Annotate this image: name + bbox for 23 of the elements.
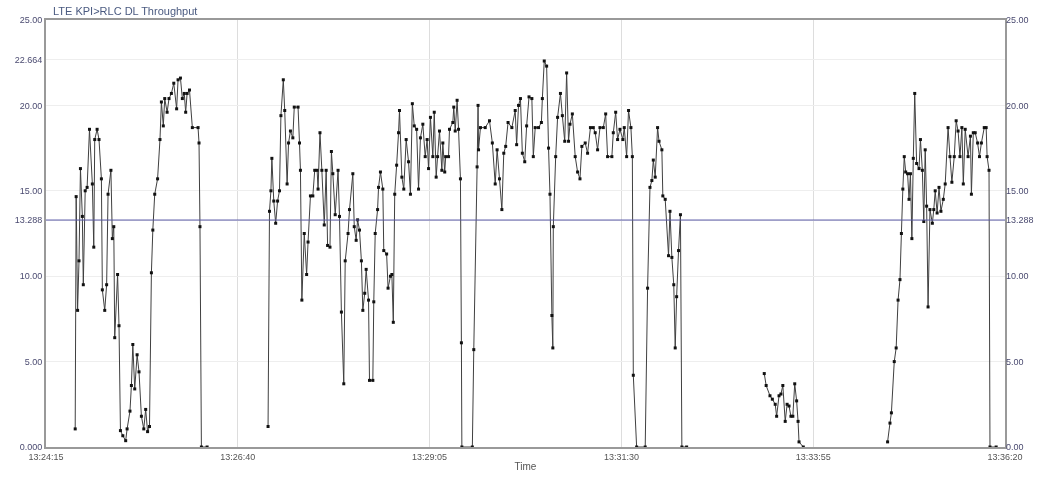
x-tick-label: 13:29:05 [412, 451, 448, 462]
y-tick-label: 20.00 [19, 100, 43, 111]
y2-tick-label: 5.00 [1006, 356, 1024, 367]
y2-tick-label: 20.00 [1006, 100, 1029, 111]
chart-title: LTE KPI>RLC DL Throughput [53, 5, 198, 17]
y2-tick-label: 10.00 [1006, 271, 1029, 282]
y-tick-label: 15.00 [19, 185, 43, 196]
y-tick-label: 0.000 [19, 442, 43, 453]
y-tick-label: 10.00 [19, 271, 43, 282]
y2-tick-label: 0.00 [1006, 442, 1024, 453]
y2-tick-label: 15.00 [1006, 185, 1029, 196]
y-tick-label: 22.664 [14, 55, 43, 66]
x-tick-label: 13:31:30 [603, 451, 639, 462]
x-tick-label: 13:33:55 [795, 451, 831, 462]
y-tick-label: 5.00 [24, 356, 43, 367]
x-tick-label: 13:36:20 [987, 451, 1023, 462]
x-axis-title: Time [514, 460, 537, 472]
x-tick-label: 13:26:40 [220, 451, 256, 462]
y-tick-label: 13.288 [14, 215, 43, 226]
y2-tick-label: 25.00 [1006, 15, 1029, 26]
x-tick-label: 13:24:15 [28, 451, 64, 462]
y2-tick-label: 13.288 [1006, 215, 1034, 226]
y-tick-label: 25.00 [19, 15, 43, 26]
